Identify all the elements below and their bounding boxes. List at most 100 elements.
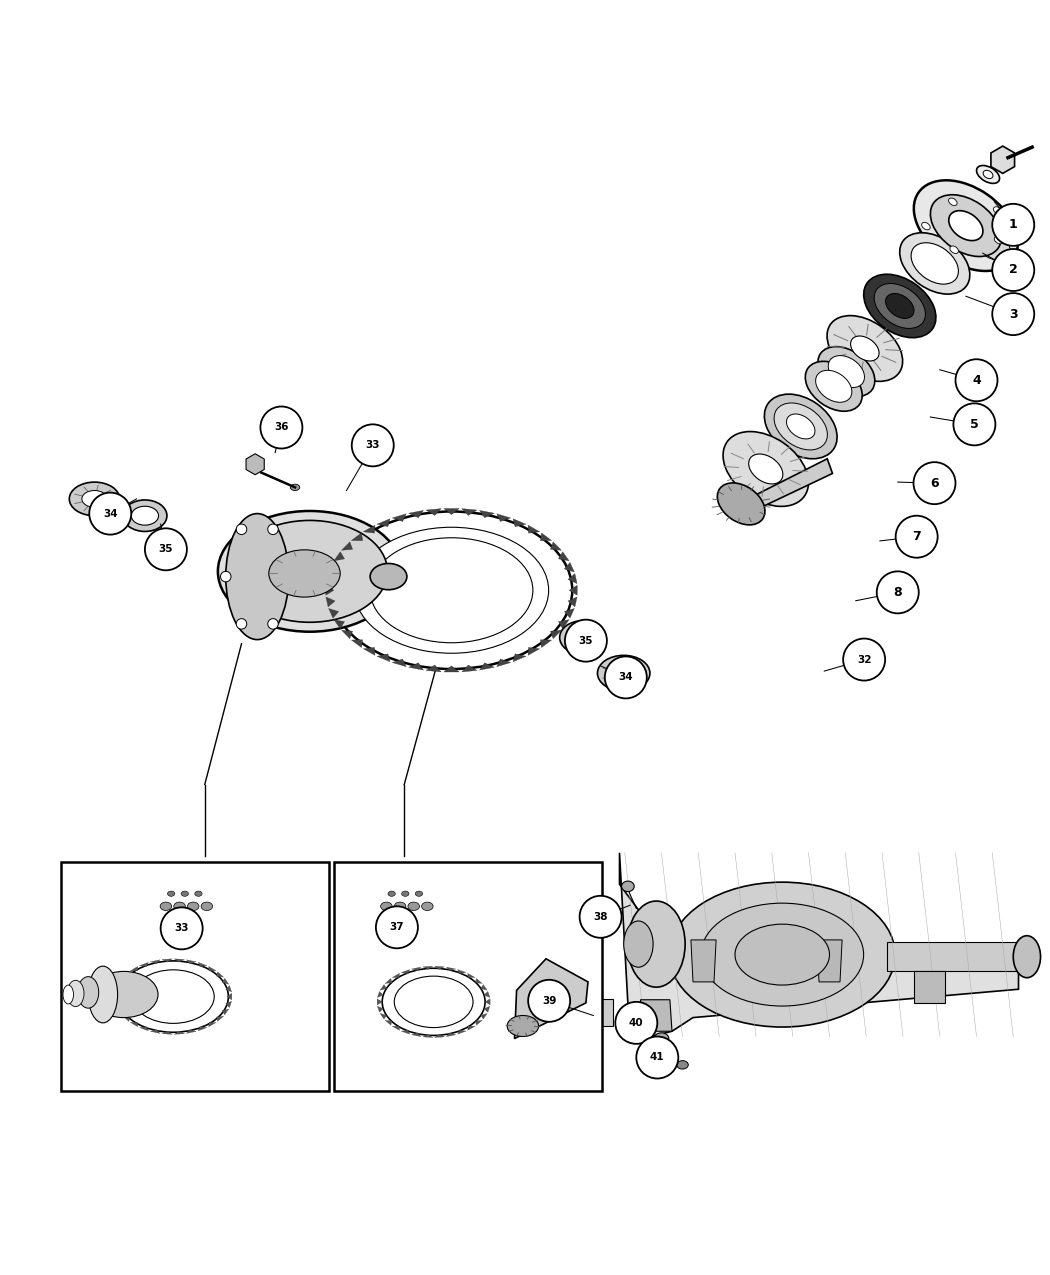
Circle shape — [528, 979, 570, 1021]
Polygon shape — [569, 585, 578, 595]
Ellipse shape — [226, 514, 289, 640]
Ellipse shape — [930, 195, 1002, 256]
Polygon shape — [817, 940, 842, 982]
Polygon shape — [401, 969, 410, 974]
Polygon shape — [559, 620, 569, 629]
Polygon shape — [914, 972, 945, 1003]
Ellipse shape — [168, 891, 175, 896]
Ellipse shape — [670, 882, 895, 1028]
Ellipse shape — [966, 222, 1018, 268]
Polygon shape — [620, 853, 1018, 1042]
Polygon shape — [123, 972, 130, 977]
Polygon shape — [513, 654, 526, 662]
Polygon shape — [550, 630, 562, 639]
Ellipse shape — [654, 1033, 669, 1044]
Text: 33: 33 — [174, 923, 189, 933]
Polygon shape — [385, 978, 392, 983]
Ellipse shape — [382, 968, 485, 1035]
Polygon shape — [640, 1000, 672, 1031]
Circle shape — [992, 293, 1034, 335]
Ellipse shape — [735, 924, 830, 986]
Ellipse shape — [974, 228, 1010, 260]
Polygon shape — [227, 993, 232, 1000]
Polygon shape — [216, 1016, 224, 1021]
Ellipse shape — [218, 511, 401, 631]
Polygon shape — [223, 1009, 229, 1015]
Polygon shape — [114, 1001, 121, 1007]
Polygon shape — [408, 663, 423, 671]
Ellipse shape — [818, 347, 875, 397]
Polygon shape — [140, 1026, 148, 1031]
Ellipse shape — [597, 655, 650, 691]
Text: 33: 33 — [365, 440, 380, 450]
Ellipse shape — [994, 236, 1003, 244]
Circle shape — [896, 515, 938, 557]
Circle shape — [565, 620, 607, 662]
Ellipse shape — [174, 903, 186, 910]
Text: 5: 5 — [970, 418, 979, 431]
Polygon shape — [480, 510, 495, 518]
Ellipse shape — [786, 414, 815, 439]
Polygon shape — [226, 1001, 232, 1007]
Text: 34: 34 — [618, 672, 633, 682]
Polygon shape — [550, 542, 562, 551]
Circle shape — [953, 403, 995, 445]
Polygon shape — [326, 585, 334, 595]
Circle shape — [145, 528, 187, 570]
Ellipse shape — [568, 627, 597, 648]
Circle shape — [260, 407, 302, 449]
Polygon shape — [541, 640, 551, 648]
Polygon shape — [377, 998, 382, 1005]
Ellipse shape — [948, 198, 958, 205]
Circle shape — [615, 1002, 657, 1044]
Text: 37: 37 — [390, 922, 404, 932]
Ellipse shape — [885, 293, 915, 319]
Ellipse shape — [717, 483, 765, 525]
Text: 7: 7 — [912, 530, 921, 543]
Polygon shape — [377, 992, 383, 997]
Polygon shape — [329, 608, 339, 618]
Ellipse shape — [69, 482, 120, 515]
Polygon shape — [130, 966, 138, 970]
Ellipse shape — [331, 511, 572, 669]
Ellipse shape — [63, 986, 74, 1003]
Ellipse shape — [622, 881, 634, 891]
Polygon shape — [352, 533, 362, 541]
Polygon shape — [484, 1006, 490, 1012]
Polygon shape — [385, 1020, 392, 1025]
Bar — [588, 998, 613, 1026]
Polygon shape — [476, 1020, 482, 1025]
Polygon shape — [341, 542, 353, 551]
Ellipse shape — [284, 571, 294, 581]
Circle shape — [992, 204, 1034, 246]
Polygon shape — [162, 959, 172, 963]
Bar — [334, 862, 602, 1091]
Ellipse shape — [290, 484, 300, 491]
Text: 35: 35 — [579, 636, 593, 645]
Polygon shape — [423, 966, 433, 969]
Ellipse shape — [202, 903, 212, 910]
Ellipse shape — [370, 538, 532, 643]
Polygon shape — [393, 973, 400, 978]
Polygon shape — [187, 1029, 196, 1034]
Ellipse shape — [983, 171, 993, 179]
Ellipse shape — [370, 564, 407, 590]
Ellipse shape — [828, 356, 864, 388]
Ellipse shape — [82, 491, 107, 507]
Polygon shape — [377, 654, 390, 662]
Polygon shape — [541, 533, 551, 541]
Polygon shape — [150, 1029, 160, 1034]
Polygon shape — [435, 966, 444, 969]
Polygon shape — [497, 514, 510, 521]
Ellipse shape — [78, 977, 99, 1009]
Text: 36: 36 — [274, 422, 289, 432]
Polygon shape — [458, 969, 466, 974]
Polygon shape — [444, 666, 459, 672]
Circle shape — [89, 492, 131, 534]
Ellipse shape — [123, 500, 167, 532]
Polygon shape — [401, 1030, 410, 1034]
Ellipse shape — [949, 210, 983, 241]
Polygon shape — [150, 960, 160, 964]
Polygon shape — [393, 659, 406, 667]
Polygon shape — [412, 1033, 421, 1037]
